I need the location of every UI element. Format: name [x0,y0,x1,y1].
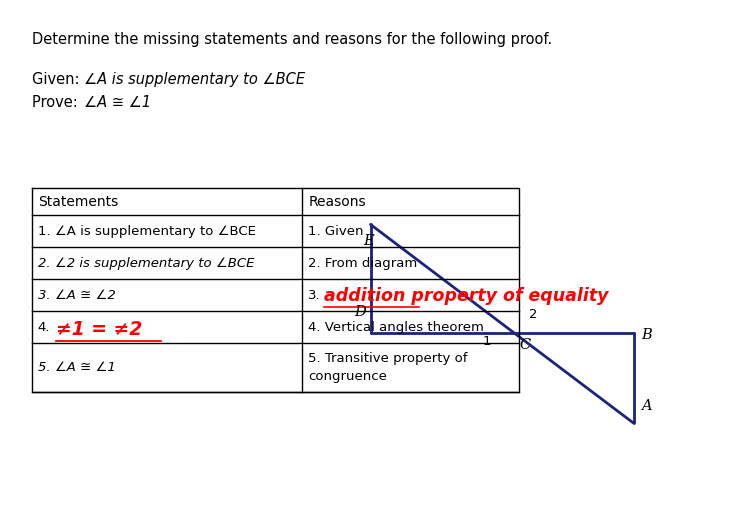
Text: ∠A ≅ ∠1: ∠A ≅ ∠1 [84,95,151,110]
Text: 3. ∠A ≅ ∠2: 3. ∠A ≅ ∠2 [38,288,116,302]
Text: Reasons: Reasons [308,195,366,209]
Text: 1. ∠A is supplementary to ∠BCE: 1. ∠A is supplementary to ∠BCE [38,224,256,238]
Text: 3.: 3. [308,288,321,302]
Text: 1: 1 [482,335,491,348]
Text: Statements: Statements [38,195,118,209]
Text: 1. Given: 1. Given [308,224,364,238]
Text: D: D [353,305,365,319]
Text: 4.: 4. [38,320,50,334]
Text: 2. ∠2 is supplementary to ∠BCE: 2. ∠2 is supplementary to ∠BCE [38,256,254,270]
Text: 5. Transitive property of: 5. Transitive property of [308,352,468,365]
Text: B: B [642,328,652,342]
Text: Determine the missing statements and reasons for the following proof.: Determine the missing statements and rea… [32,32,552,47]
Text: ≠1 = ≠2: ≠1 = ≠2 [56,319,142,338]
Text: congruence: congruence [308,370,388,383]
Text: 2. From diagram: 2. From diagram [308,256,418,270]
Text: ∠A is supplementary to ∠BCE: ∠A is supplementary to ∠BCE [84,72,305,87]
Text: Prove:: Prove: [32,95,82,110]
Text: addition property of equality: addition property of equality [325,287,609,305]
Text: 4. Vertical angles theorem: 4. Vertical angles theorem [308,320,484,334]
Text: C: C [519,338,531,352]
Text: E: E [363,234,373,249]
Text: 5. ∠A ≅ ∠1: 5. ∠A ≅ ∠1 [38,361,116,374]
Text: 2: 2 [529,308,537,321]
Text: A: A [642,399,652,413]
Text: Given:: Given: [32,72,84,87]
